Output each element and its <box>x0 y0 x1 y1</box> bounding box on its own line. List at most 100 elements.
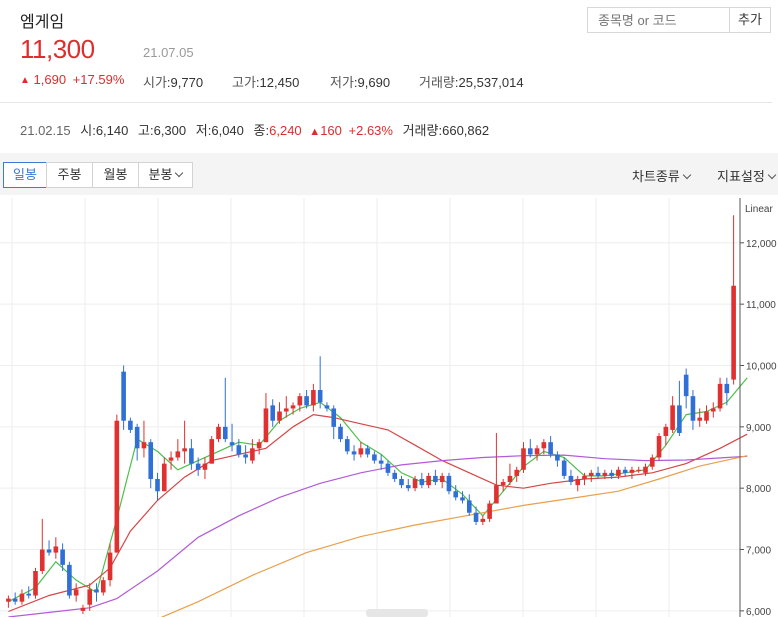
candle <box>399 475 404 489</box>
scrollbar-handle[interactable] <box>366 609 428 617</box>
candle <box>229 423 235 452</box>
candle-body <box>195 463 201 470</box>
candle-body <box>229 442 235 446</box>
candle-body <box>168 457 174 461</box>
candle <box>582 472 587 486</box>
candle-body <box>236 445 242 455</box>
candle <box>378 454 384 470</box>
tab-monthly[interactable]: 월봉 <box>92 162 139 188</box>
tab-daily[interactable]: 일봉 <box>3 162 47 188</box>
candle-body <box>412 478 418 489</box>
candle-body <box>344 439 350 452</box>
candle <box>595 466 601 479</box>
candle-body <box>270 405 276 421</box>
candle <box>710 402 716 418</box>
candle-body <box>568 475 574 483</box>
candle-body <box>710 408 716 412</box>
candle-body <box>60 549 65 565</box>
candle <box>107 543 113 587</box>
candle <box>683 368 689 409</box>
candle-body <box>507 475 513 483</box>
candle-body <box>94 589 99 593</box>
candle <box>297 393 303 412</box>
candle-body <box>19 593 25 602</box>
candle-body <box>473 512 479 522</box>
candle-body <box>53 546 59 553</box>
y-tick-label: 6,000 <box>746 607 771 617</box>
add-button[interactable]: 추가 <box>729 7 771 33</box>
candle <box>317 356 323 409</box>
candle <box>541 439 547 455</box>
candle-body <box>182 448 187 452</box>
candle-body <box>107 552 113 581</box>
candle-body <box>405 485 411 489</box>
candle <box>148 439 154 489</box>
indicator-settings-menu[interactable]: 지표설정 <box>717 166 777 185</box>
candle-body <box>629 469 635 473</box>
current-price: 11,300 <box>20 34 95 64</box>
candle-body <box>561 460 567 476</box>
candle-body <box>622 469 628 473</box>
candle-body <box>500 482 506 486</box>
y-tick-label: 10,000 <box>746 361 777 372</box>
price-chart[interactable]: Linear 6,000 7,000 8,000 9,000 10,000 11,000 1… <box>0 198 778 617</box>
candle <box>385 460 391 476</box>
candles <box>6 215 736 614</box>
candle-body <box>514 469 520 476</box>
search-input[interactable] <box>587 7 730 33</box>
candle <box>338 423 343 443</box>
candle-body <box>128 420 133 430</box>
candle <box>236 439 242 458</box>
moving-averages <box>8 377 748 617</box>
candle <box>80 604 86 614</box>
tab-minute[interactable]: 분봉 <box>138 162 193 188</box>
candle <box>480 515 486 525</box>
candle <box>161 457 167 492</box>
candle-body <box>480 518 486 522</box>
candle <box>331 405 337 440</box>
candle <box>60 543 65 571</box>
candle-body <box>378 460 384 464</box>
candle-body <box>446 475 452 492</box>
candle-body <box>6 598 11 602</box>
candle <box>439 472 445 489</box>
candle-body <box>297 396 303 406</box>
candle-body <box>46 549 52 553</box>
candle-body <box>616 469 621 476</box>
candle-body <box>243 454 248 458</box>
y-tick-label: 8,000 <box>746 484 771 495</box>
candle <box>500 478 506 492</box>
candle-body <box>256 442 262 449</box>
candle <box>256 439 262 455</box>
candle-body <box>161 463 167 492</box>
candle <box>311 383 316 412</box>
candle <box>243 445 248 464</box>
candle <box>724 377 730 406</box>
moving-average-ma60 <box>8 454 748 617</box>
candle-body <box>365 448 370 455</box>
candle-body <box>541 442 547 449</box>
moving-average-ma5 <box>8 377 748 603</box>
candle-body <box>433 475 438 483</box>
history-info: 21.02.15 시:6,140 고:6,300 저:6,040 종:6,240… <box>20 123 490 138</box>
tab-weekly[interactable]: 주봉 <box>46 162 93 188</box>
scale-label: Linear <box>745 204 773 215</box>
chart-type-menu[interactable]: 차트종류 <box>632 166 692 185</box>
candle <box>622 466 628 476</box>
y-tick-label: 7,000 <box>746 546 771 557</box>
chevron-down-icon <box>682 170 692 180</box>
candle-body <box>494 485 499 504</box>
candle <box>412 475 418 492</box>
candle-body <box>209 439 215 464</box>
candle-body <box>527 448 533 455</box>
candle-body <box>87 589 93 605</box>
candle-body <box>202 463 208 470</box>
candle-body <box>155 478 160 492</box>
candle-body <box>649 457 655 467</box>
candle <box>216 423 221 443</box>
candle-body <box>656 436 662 458</box>
candle <box>561 457 567 479</box>
candle-body <box>80 607 86 611</box>
history-date: 21.02.15 <box>20 123 71 138</box>
triangle-up-icon: ▲ <box>309 126 321 138</box>
